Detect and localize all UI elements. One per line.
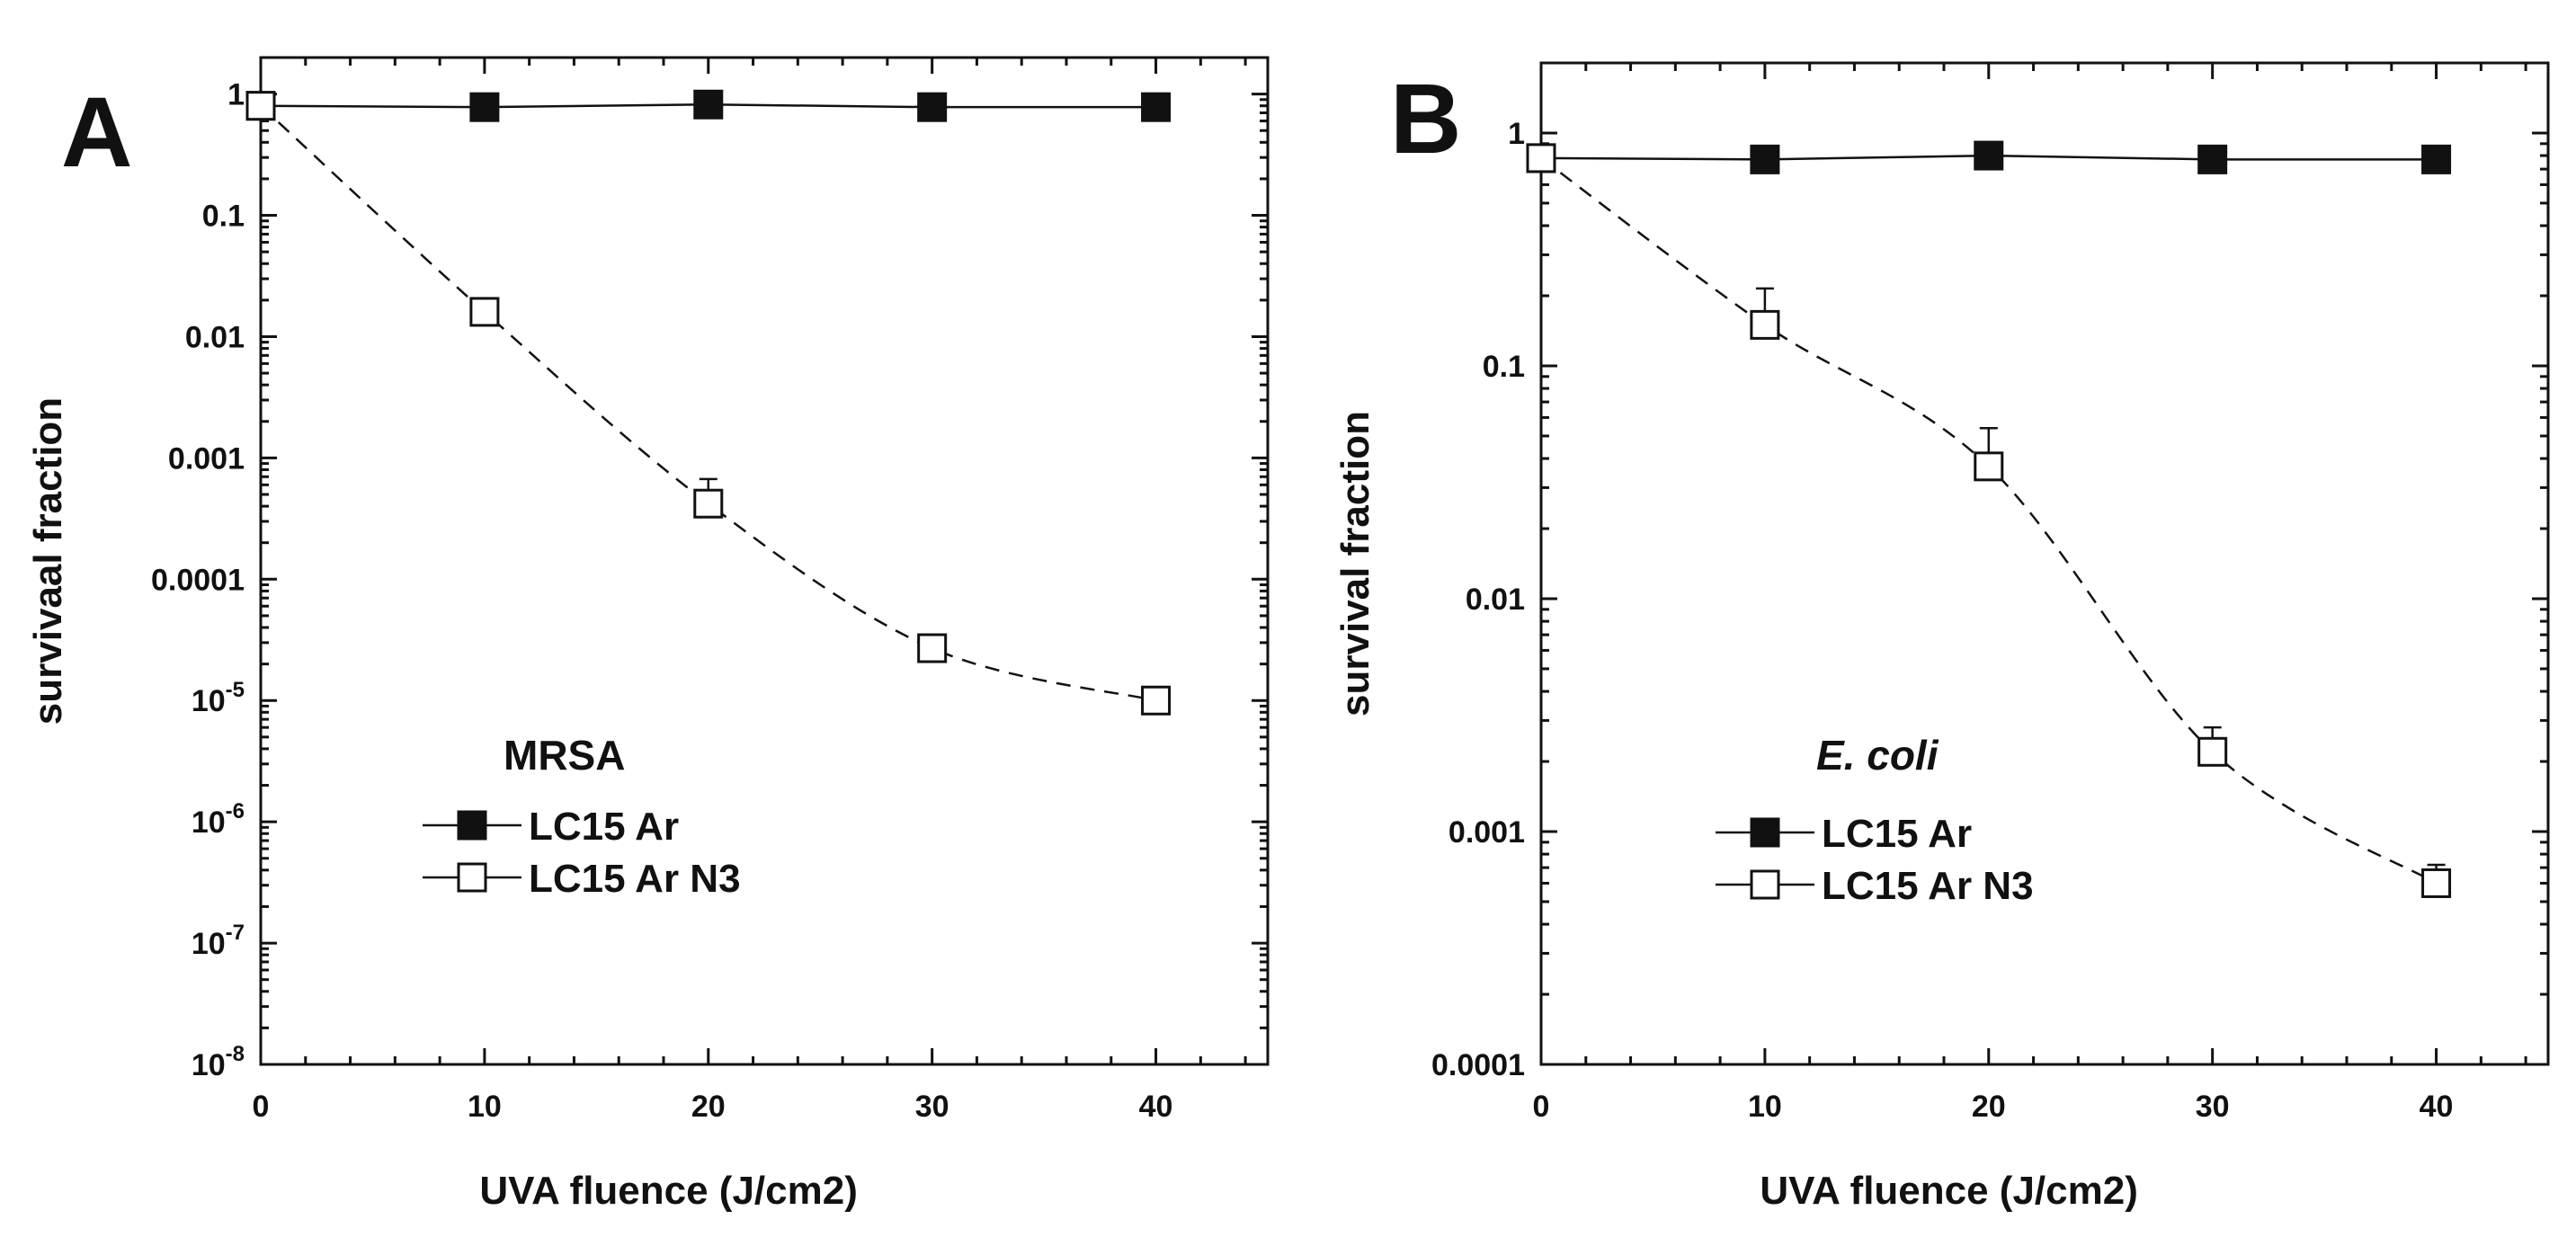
x-axis-title: UVA fluence (J/cm2) — [1760, 1169, 2138, 1213]
x-tick-label: 0 — [1533, 1090, 1550, 1124]
legend-title: MRSA — [504, 732, 625, 779]
data-point-open — [2421, 868, 2452, 898]
data-point-filled — [2421, 144, 2452, 174]
x-tick-label: 20 — [1972, 1090, 2006, 1124]
x-tick-label: 40 — [1139, 1090, 1173, 1124]
y-tick-label: 1 — [227, 78, 245, 112]
data-point-filled — [469, 92, 500, 122]
y-tick-label: 0.0001 — [1431, 1048, 1525, 1082]
legend-marker-filled — [457, 810, 487, 841]
data-point-open — [1974, 451, 2004, 482]
y-tick-label: 10-7 — [192, 921, 245, 961]
x-tick-label: 20 — [691, 1090, 726, 1124]
series-line — [1540, 156, 2438, 885]
series-line — [260, 104, 1156, 702]
y-tick-label: 0.1 — [202, 200, 245, 234]
legend-entry: LC15 Ar N3 — [529, 857, 741, 901]
x-tick-label: 10 — [1748, 1090, 1782, 1124]
y-tick-label: 0.001 — [1448, 815, 1525, 850]
data-point-filled — [2197, 144, 2228, 174]
x-tick-label: 30 — [2196, 1090, 2230, 1124]
x-axis-title: UVA fluence (J/cm2) — [479, 1169, 858, 1213]
data-point-open — [1526, 143, 1556, 174]
legend-entry: LC15 Ar — [529, 805, 679, 849]
y-tick-label: 10-8 — [192, 1042, 245, 1082]
data-point-open — [1750, 309, 1780, 340]
data-point-filled — [1750, 144, 1780, 174]
plot-frame — [259, 56, 1270, 1066]
x-tick-label: 40 — [2420, 1090, 2454, 1124]
x-tick-label: 10 — [468, 1090, 502, 1124]
data-point-filled — [1141, 92, 1172, 122]
y-tick-label: 0.01 — [1466, 583, 1525, 617]
y-tick-label: 10-5 — [192, 678, 245, 718]
y-tick-label: 1 — [1508, 117, 1525, 151]
y-tick-label: 0.0001 — [151, 563, 245, 597]
data-point-filled — [917, 92, 948, 122]
y-tick-label: 0.001 — [168, 441, 245, 476]
legend-title: E. coli — [1816, 732, 1939, 779]
plot-frame — [1539, 61, 2550, 1066]
panel-a: 0 10 20 30 40 1 0.1 0.01 0.001 0.0001 10-5 10-6 10-7… — [26, 56, 1270, 1213]
panel-letter: A — [61, 77, 132, 188]
legend-marker-open — [1750, 869, 1780, 900]
data-point-open — [1141, 685, 1172, 716]
panel-letter: B — [1390, 64, 1461, 174]
y-tick-label: 0.01 — [185, 320, 245, 354]
data-point-open — [917, 633, 948, 663]
legend-marker-open — [457, 862, 487, 893]
x-tick-label: 0 — [253, 1090, 270, 1124]
legend-entry: LC15 Ar N3 — [1822, 864, 2034, 908]
data-point-open — [245, 91, 276, 121]
data-point-open — [469, 297, 500, 327]
legend-marker-filled — [1750, 817, 1780, 848]
y-tick-label: 0.1 — [1483, 350, 1525, 384]
legend-entry: LC15 Ar — [1822, 812, 1972, 856]
x-tick-label: 30 — [915, 1090, 949, 1124]
y-axis-title: survival fraction — [1333, 411, 1377, 716]
y-axis-title: survivaal fraction — [26, 397, 70, 725]
panel-b: 0 10 20 30 40 1 0.1 0.01 0.001 0.0001 UVA fluence … — [1333, 61, 2550, 1213]
y-tick-label: 10-6 — [192, 799, 245, 840]
data-point-open — [2197, 736, 2228, 767]
data-point-open — [693, 488, 724, 519]
data-point-filled — [1974, 140, 2004, 171]
data-point-filled — [693, 89, 724, 120]
